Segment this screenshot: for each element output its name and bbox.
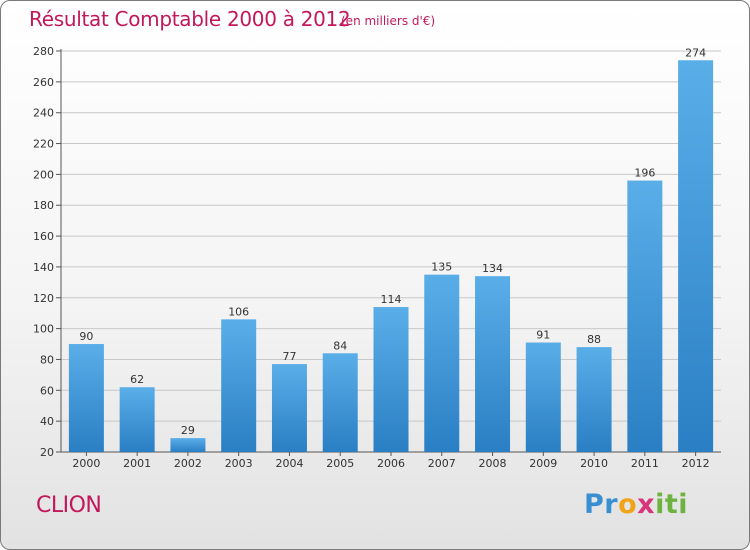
y-tick-label: 200 bbox=[33, 168, 54, 181]
x-tick-label-2004: 2004 bbox=[275, 457, 303, 470]
x-tick-label-2002: 2002 bbox=[174, 457, 202, 470]
value-label-2005: 84 bbox=[333, 339, 347, 352]
value-label-2003: 106 bbox=[228, 305, 249, 318]
y-tick-label: 180 bbox=[33, 199, 54, 212]
y-tick-label: 240 bbox=[33, 107, 54, 120]
y-tick-label: 60 bbox=[40, 384, 54, 397]
y-tick-label: 280 bbox=[33, 45, 54, 58]
y-tick-label: 220 bbox=[33, 138, 54, 151]
bar-2010 bbox=[576, 347, 612, 452]
value-label-2008: 134 bbox=[482, 262, 503, 275]
x-tick-label-2010: 2010 bbox=[580, 457, 608, 470]
x-tick-label-2003: 2003 bbox=[225, 457, 253, 470]
value-label-2004: 77 bbox=[282, 350, 296, 363]
x-tick-label-2008: 2008 bbox=[479, 457, 507, 470]
value-label-2009: 91 bbox=[536, 328, 550, 341]
x-tick-label-2000: 2000 bbox=[72, 457, 100, 470]
y-tick-label: 160 bbox=[33, 230, 54, 243]
bars bbox=[68, 60, 714, 453]
y-tick-label: 140 bbox=[33, 261, 54, 274]
y-tick-label: 100 bbox=[33, 323, 54, 336]
commune-name: CLION bbox=[36, 493, 102, 518]
x-tick-label-2012: 2012 bbox=[682, 457, 710, 470]
bar-2007 bbox=[424, 274, 460, 452]
bar-2004 bbox=[271, 364, 307, 452]
x-tick-label-2007: 2007 bbox=[428, 457, 456, 470]
bar-2011 bbox=[627, 180, 663, 453]
x-tick-label-2001: 2001 bbox=[123, 457, 151, 470]
bar-2012 bbox=[678, 60, 714, 452]
bar-2001 bbox=[119, 387, 155, 452]
x-tick-label-2006: 2006 bbox=[377, 457, 405, 470]
value-label-2011: 196 bbox=[634, 167, 655, 180]
chart-title: Résultat Comptable 2000 à 2012 bbox=[29, 7, 351, 31]
x-tick-label-2005: 2005 bbox=[326, 457, 354, 470]
chart-subtitle: (en milliers d'€) bbox=[341, 14, 436, 28]
value-label-2000: 90 bbox=[79, 330, 93, 343]
value-label-2006: 114 bbox=[381, 293, 402, 306]
y-tick-label: 120 bbox=[33, 292, 54, 305]
bar-2005 bbox=[322, 353, 358, 452]
y-tick-label: 260 bbox=[33, 76, 54, 89]
value-label-2012: 274 bbox=[685, 46, 706, 59]
proxiti-logo: Proxiti bbox=[584, 489, 689, 520]
value-label-2007: 135 bbox=[431, 261, 452, 274]
bar-2008 bbox=[475, 276, 511, 452]
x-tick-label-2011: 2011 bbox=[631, 457, 659, 470]
bar-2000 bbox=[68, 344, 104, 452]
bar-2003 bbox=[221, 319, 257, 452]
y-tick-label: 40 bbox=[40, 415, 54, 428]
bar-2006 bbox=[373, 307, 409, 452]
bar-2002 bbox=[170, 438, 206, 452]
bar-2009 bbox=[525, 342, 561, 452]
data-labels: 90 62 29 106 77 84 114 135 134 91 88 196 274 bbox=[79, 46, 706, 437]
value-label-2002: 29 bbox=[181, 424, 195, 437]
y-tick-label: 80 bbox=[40, 353, 54, 366]
value-label-2010: 88 bbox=[587, 333, 601, 346]
y-tick-label: 20 bbox=[40, 446, 54, 459]
value-label-2001: 62 bbox=[130, 373, 144, 386]
x-tick-label-2009: 2009 bbox=[529, 457, 557, 470]
